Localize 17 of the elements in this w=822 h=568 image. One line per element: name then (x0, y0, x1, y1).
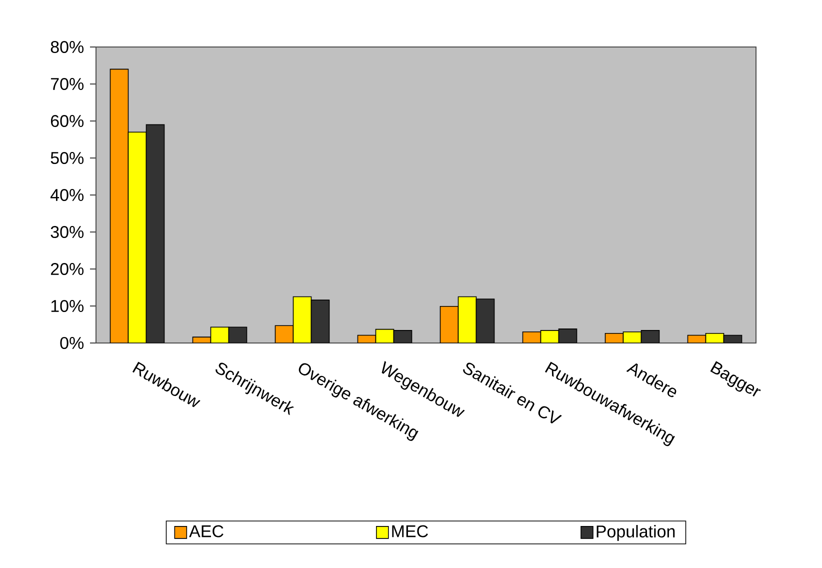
bar (146, 124, 165, 343)
y-tick-label: 20% (50, 262, 84, 276)
y-tick-label: 30% (50, 226, 84, 238)
bar (310, 300, 330, 343)
legend-label: MEC (392, 525, 428, 538)
y-tick-label: 0% (60, 336, 84, 350)
y-tick-label: 10% (51, 300, 84, 312)
legend-label: AEC (189, 525, 224, 538)
y-tick-label: 50% (50, 152, 84, 164)
y-tick-label: 60% (50, 114, 84, 128)
y-tick-label: 80% (50, 40, 84, 54)
bar (558, 328, 578, 343)
legend-label: Population (596, 525, 675, 541)
y-tick-label: 70% (50, 78, 84, 90)
y-tick-label: 40% (50, 188, 84, 202)
bar (476, 298, 495, 343)
bar (228, 326, 248, 343)
